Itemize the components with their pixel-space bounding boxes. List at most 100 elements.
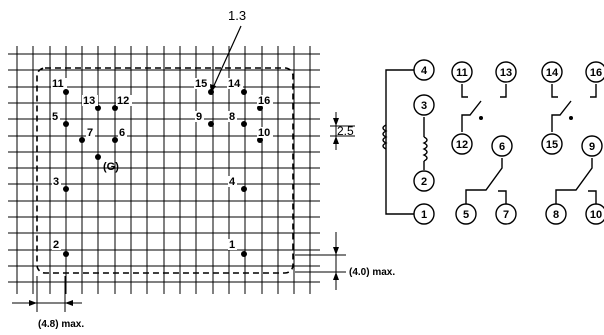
pin-label-10: 10 [258,127,270,139]
terminal-label-7: 7 [503,209,509,221]
pin-dot-8 [241,121,247,127]
pin-label-14: 14 [228,78,241,90]
terminal-circle-10 [585,203,604,225]
pin-dot-12 [112,105,118,111]
contact-6-lead [465,158,503,205]
width-arrow-right [65,300,73,306]
ground-pin-dot [95,154,101,160]
pin-label-bg [228,111,237,122]
pitch-arrow-bottom [333,136,339,144]
pin-label-bg [82,95,98,106]
terminal-circle-13 [495,61,517,83]
contact-11-lead [461,84,468,98]
pin-label-bg [228,176,237,187]
contact-12-lead [461,100,482,132]
pin-label-4: 4 [229,176,236,188]
height-label: (4.0) max. [349,267,395,278]
contact-16-lead [590,84,597,98]
terminal-circle-11 [451,61,473,83]
relay-outline [36,67,294,274]
terminal-label-4: 4 [421,65,428,77]
contact-12-pivot [479,116,483,120]
terminal-circle-5 [455,203,477,225]
contact-15-lead [551,100,572,132]
terminal-circle-12 [451,133,473,155]
pin-dot-14 [241,89,247,95]
terminal-label-16: 16 [590,67,602,79]
pin-dot-10 [257,137,263,143]
contact-10-lead [588,190,597,204]
terminal-label-6: 6 [499,141,505,153]
terminal-label-9: 9 [589,141,595,153]
pin-label-bg [257,95,273,106]
pcb-pins: 11 13 12 5 7 6 3 2 15 14 16 9 8 10 4 1 [51,78,273,257]
pin-label-bg [227,78,243,89]
ground-label: (G) [103,161,119,173]
pin-dot-2 [63,251,69,257]
pin-label-11: 11 [52,78,64,90]
pin-label-bg [228,239,237,250]
height-arrow-bottom [333,272,339,280]
width-label: (4.8) max. [38,319,84,330]
pin-label-13: 13 [83,95,95,107]
pin-label-bg [52,176,61,187]
terminal-circle-16 [585,61,604,83]
pin-label-bg [195,111,204,122]
contact-9-lead [555,158,593,205]
terminal-circle-2 [413,170,435,192]
pin-label-bg [194,78,210,89]
pin-dot-13 [95,105,101,111]
pin-label-8: 8 [229,111,235,123]
pin-dot-9 [208,121,214,127]
terminal-circle-7 [495,203,517,225]
terminal-label-8: 8 [553,209,559,221]
terminal-label-15: 15 [546,139,558,151]
terminal-circle-6 [491,135,513,157]
coil-a-winding [382,124,388,150]
coil-b-winding [422,136,428,162]
terminal-label-11: 11 [456,67,468,79]
terminal-label-10: 10 [590,209,602,221]
hole-diameter-arrow [210,84,216,93]
pin-dot-11 [63,89,69,95]
pin-label-5: 5 [52,111,58,123]
pin-dot-6 [112,137,118,143]
pin-label-bg [86,127,95,138]
pin-label-bg [118,127,127,138]
pin-label-7: 7 [87,127,93,139]
pin-dot-7 [79,137,85,143]
terminal-circle-1 [413,203,435,225]
contact-14-lead [551,84,558,98]
pin-dot-3 [63,186,69,192]
width-arrow-left [29,300,37,306]
pin-label-2: 2 [53,239,59,251]
contact-7-lead [498,190,507,204]
pin-label-bg [52,239,61,250]
terminal-circle-15 [541,133,563,155]
pin-label-bg [51,78,67,89]
terminal-circle-8 [545,203,567,225]
terminal-circle-14 [541,61,563,83]
pin-label-bg [51,111,60,122]
pin-dot-16 [257,105,263,111]
terminal-label-12: 12 [456,139,468,151]
pin-dot-4 [241,186,247,192]
contact-15-pivot [569,116,573,120]
pin-label-6: 6 [119,127,125,139]
hole-diameter-leader [211,25,242,91]
terminal-label-2: 2 [421,176,427,188]
relay-schematic [382,69,597,215]
pin-label-bg [257,127,273,138]
height-arrow-top [333,247,339,255]
terminal-label-1: 1 [421,209,427,221]
pin-dot-5 [63,121,69,127]
terminal-circle-3 [413,94,435,116]
pin-label-12: 12 [117,95,129,107]
pin-label-9: 9 [196,111,202,123]
pin-dot-1 [241,251,247,257]
terminal-label-3: 3 [421,100,427,112]
coil-a-wire [385,69,414,215]
pin-label-1: 1 [229,239,235,251]
terminal-label-5: 5 [463,209,469,221]
